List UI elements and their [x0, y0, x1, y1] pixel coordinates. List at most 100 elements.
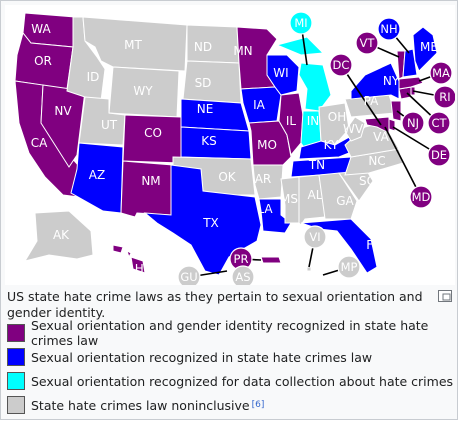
callout-bubble-nj	[401, 111, 425, 135]
state-label-ri: RI	[439, 90, 450, 104]
state-label-nh: NH	[380, 22, 397, 36]
state-md[interactable]	[364, 116, 390, 134]
state-label-al: AL	[308, 188, 323, 202]
map-legend: Sexual orientation and gender identity r…	[7, 318, 455, 417]
callout-bubble-as	[231, 265, 255, 285]
callout-line	[384, 126, 422, 198]
callout-bubble-nh	[377, 17, 401, 41]
callout-bubble-ct	[427, 111, 451, 135]
state-label-ms: MS	[280, 192, 298, 206]
state-label-pa: PA	[364, 94, 379, 108]
callout-bubble-vt	[355, 31, 379, 55]
state-de[interactable]	[388, 118, 396, 132]
state-me[interactable]	[412, 26, 438, 72]
state-label-mi: MI	[294, 16, 307, 30]
state-ar[interactable]	[252, 164, 284, 200]
state-nh[interactable]	[402, 48, 418, 78]
state-mi[interactable]	[275, 36, 332, 112]
us-hate-crime-map: WA OR CA NV ID MT WY UT AZ CO NM ND SD NE KS OK TX MN IA MO…	[5, 5, 455, 285]
state-label-la: LA	[257, 202, 273, 216]
callout-bubble-md	[409, 185, 433, 209]
state-label-nv: NV	[54, 104, 72, 118]
state-label-ky: KY	[324, 138, 339, 152]
state-label-dc: DC	[333, 58, 350, 72]
state-label-ks: KS	[201, 134, 217, 148]
state-label-wa: WA	[31, 22, 51, 36]
state-wv[interactable]	[344, 116, 366, 142]
state-oh[interactable]	[318, 102, 350, 146]
callout-bubble-de	[427, 143, 451, 167]
state-tx[interactable]	[143, 164, 262, 276]
state-ma[interactable]	[398, 76, 424, 90]
state-label-id: ID	[87, 70, 100, 84]
state-label-wy: WY	[133, 84, 153, 98]
state-label-wi: WI	[273, 66, 288, 80]
state-label-me: ME	[420, 40, 438, 54]
state-label-gu: GU	[180, 270, 197, 284]
state-label-nj: NJ	[407, 116, 419, 130]
state-la[interactable]	[258, 198, 292, 234]
state-label-pr: PR	[234, 252, 249, 266]
legend-swatch	[7, 396, 25, 414]
state-nm[interactable]	[120, 160, 174, 218]
state-label-vt: VT	[360, 36, 376, 50]
state-nj[interactable]	[390, 100, 402, 122]
state-label-tn: TN	[308, 158, 325, 172]
legend-swatch	[7, 348, 25, 366]
state-label-fl: FL	[366, 238, 380, 252]
state-label-vi: VI	[309, 230, 320, 244]
callout-bubble-mp	[337, 255, 361, 279]
state-label-mt: MT	[124, 38, 142, 52]
legend-item-purple: Sexual orientation and gender identity r…	[7, 318, 455, 348]
legend-label: Sexual orientation and gender identity r…	[31, 318, 429, 348]
state-pr[interactable]	[260, 256, 282, 264]
callout-bubble-vi	[303, 225, 327, 249]
state-label-az: AZ	[89, 168, 105, 182]
state-ga[interactable]	[318, 172, 358, 220]
legend-label: Sexual orientation recognized in state h…	[31, 349, 373, 365]
state-il[interactable]	[278, 92, 304, 157]
state-label-ny: NY	[383, 74, 400, 88]
state-hi[interactable]	[112, 244, 146, 274]
state-label-or: OR	[34, 54, 52, 68]
state-label-tx: TX	[202, 216, 219, 230]
state-label-in: IN	[307, 114, 320, 128]
state-label-de: DE	[431, 148, 447, 162]
state-ak[interactable]	[23, 210, 94, 262]
state-sd[interactable]	[182, 60, 242, 104]
state-label-ga: GA	[336, 194, 354, 208]
state-label-ak: AK	[53, 228, 70, 242]
state-label-wv: WV	[343, 122, 364, 136]
state-label-mo: MO	[257, 138, 277, 152]
callout-bubble-mi	[289, 11, 313, 35]
state-label-ct: CT	[431, 116, 447, 130]
state-label-sc: SC	[359, 174, 375, 188]
callout-bubble-ma	[429, 61, 453, 85]
state-label-oh: OH	[328, 110, 346, 124]
state-label-mn: MN	[233, 44, 252, 58]
legend-label: Sexual orientation recognized for data c…	[31, 373, 454, 389]
state-label-nc: NC	[368, 154, 385, 168]
enlarge-icon[interactable]	[438, 290, 452, 302]
state-wi[interactable]	[266, 54, 300, 96]
state-ms[interactable]	[280, 176, 300, 224]
state-label-ar: AR	[255, 172, 272, 186]
state-label-hi: HI	[135, 262, 148, 276]
callout-bubble-gu	[177, 265, 201, 285]
state-fl[interactable]	[300, 218, 378, 274]
state-label-as: AS	[235, 270, 250, 284]
state-vi[interactable]	[306, 266, 312, 272]
legend-item-blue: Sexual orientation recognized in state h…	[7, 345, 455, 369]
legend-item-gray: State hate crimes law noninclusive [6]	[7, 393, 455, 417]
state-ne[interactable]	[180, 98, 250, 132]
state-label-co: CO	[144, 126, 162, 140]
state-label-ut: UT	[101, 118, 118, 132]
state-label-va: VA	[373, 130, 389, 144]
reference-link[interactable]: [6]	[251, 400, 265, 410]
state-az[interactable]	[70, 142, 124, 214]
map-caption: US state hate crime laws as they pertain…	[7, 289, 423, 320]
legend-item-cyan: Sexual orientation recognized for data c…	[7, 369, 455, 393]
state-label-ca: CA	[31, 136, 48, 150]
state-label-ok: OK	[218, 170, 236, 184]
